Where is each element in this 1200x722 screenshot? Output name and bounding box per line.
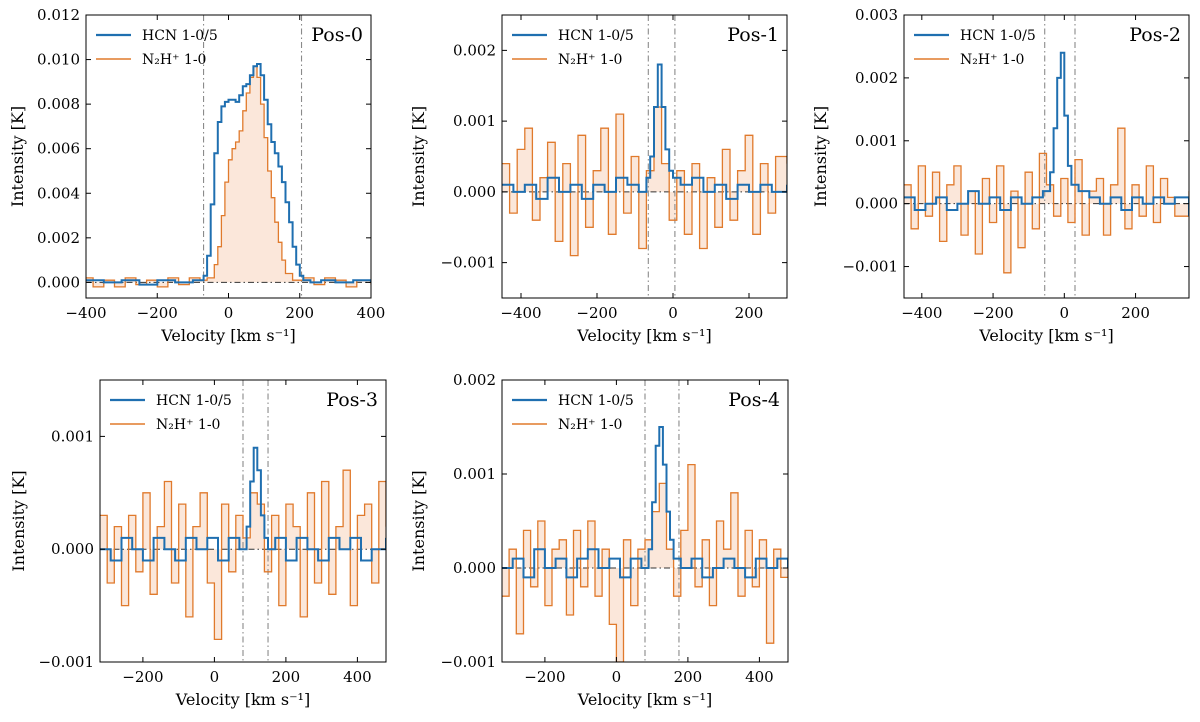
x-tick-label: 200 [285,304,314,322]
x-tick-label: −400 [65,304,106,322]
y-tick-label: 0.002 [453,41,496,59]
y-axis-label: Intensity [K] [8,106,27,207]
legend-label-n2h: N₂H⁺ 1-0 [558,417,622,433]
axes-frame [501,379,789,663]
legend-label-hcn: HCN 1-0/5 [142,28,218,44]
plot-area [100,380,386,662]
x-tick-label: 200 [272,668,301,686]
n2h-fill-area [502,107,787,256]
y-tick-label: 0.012 [37,6,80,24]
x-axis-label: Velocity [km s⁻¹] [175,690,310,709]
x-axis-label: Velocity [km s⁻¹] [577,690,712,709]
panel-1: −400 −200 0 200 −0.001 0.000 0.001 0.002 Velocit… [409,14,788,345]
legend-label-hcn: HCN 1-0/5 [558,393,634,409]
hcn-series-line [502,426,788,579]
x-tick-label: 400 [745,668,774,686]
x-tick-label: −200 [137,304,178,322]
y-tick-label: 0.003 [855,6,898,24]
legend-label-hcn: HCN 1-0/5 [960,28,1036,44]
panel-title: Pos-1 [727,24,779,46]
y-tick-label: 0.002 [855,69,898,87]
y-axis-label: Intensity [K] [409,470,428,571]
x-tick-label: −200 [972,304,1013,322]
x-tick-label: 0 [1060,304,1070,322]
hcn-series-line [904,51,1189,217]
y-tick-label: 0.001 [855,132,898,150]
x-tick-label: 400 [357,304,386,322]
y-axis-label: Intensity [K] [9,470,28,571]
y-tick-label: 0.000 [855,195,898,213]
x-tick-label: −200 [576,304,617,322]
plot-area [502,380,788,662]
n2h-fill-area [904,128,1189,273]
x-tick-label: 0 [224,304,234,322]
panel-3: −200 0 200 400 −0.001 0.000 0.001 Velocity [km … [9,379,387,709]
legend-label-n2h: N₂H⁺ 1-0 [960,52,1024,68]
y-tick-label: 0.006 [37,140,80,158]
n2h-series-line [502,463,788,662]
y-tick-label: 0.002 [37,229,80,247]
y-tick-label: −0.001 [38,653,94,671]
y-tick-label: −0.001 [842,258,898,276]
legend-label-n2h: N₂H⁺ 1-0 [156,417,220,433]
x-axis-label: Velocity [km s⁻¹] [978,326,1113,345]
x-axis-label: Velocity [km s⁻¹] [576,326,711,345]
x-tick-label: −200 [122,668,163,686]
x-tick-label: 0 [668,304,678,322]
y-tick-label: 0.004 [37,184,80,202]
panel-title: Pos-3 [326,389,378,411]
x-tick-label: −200 [524,668,565,686]
legend-label-n2h: N₂H⁺ 1-0 [142,52,206,68]
x-tick-label: −400 [901,304,942,322]
panel-0: −400 −200 0 200 400 0.000 0.002 0.004 0.006 0.008… [8,6,385,345]
x-tick-label: −400 [500,304,541,322]
y-tick-label: 0.001 [453,112,496,130]
y-tick-label: 0.001 [51,427,94,445]
hcn-series-line [100,446,386,562]
plot-area [904,15,1189,298]
legend-label-hcn: HCN 1-0/5 [156,393,232,409]
n2h-series-line [904,127,1189,274]
x-tick-label: 200 [1121,304,1150,322]
axes-frame [903,14,1190,299]
panel-4: −200 0 200 400 −0.001 0.000 0.001 0.002 Velocity… [409,371,789,709]
x-tick-label: 200 [735,304,764,322]
y-tick-label: 0.008 [37,95,80,113]
x-tick-label: 0 [210,668,220,686]
axes-frame [99,379,387,663]
y-tick-label: 0.000 [453,559,496,577]
x-tick-label: 400 [343,668,372,686]
x-axis-label: Velocity [km s⁻¹] [160,326,295,345]
legend-label-n2h: N₂H⁺ 1-0 [558,52,622,68]
hcn-series-line [86,63,371,286]
y-tick-label: 0.000 [453,183,496,201]
plot-area [86,15,371,298]
y-tick-label: 0.002 [453,371,496,389]
y-tick-label: 0.010 [37,51,80,69]
panel-title: Pos-0 [311,24,363,46]
x-tick-label: 200 [674,668,703,686]
axes-frame [501,14,788,299]
x-tick-label: 0 [612,668,622,686]
y-tick-label: 0.000 [37,273,80,291]
plot-area [502,15,787,298]
legend-label-hcn: HCN 1-0/5 [558,28,634,44]
y-tick-label: 0.000 [51,540,94,558]
y-tick-label: 0.001 [453,465,496,483]
panel-title: Pos-2 [1129,24,1181,46]
hcn-series-line [502,63,787,200]
panel-title: Pos-4 [728,389,780,411]
y-tick-label: −0.001 [440,254,496,272]
panel-2: −400 −200 0 200 −0.001 0.000 0.001 0.002 0.003 Ve… [811,6,1190,345]
y-tick-label: −0.001 [440,653,496,671]
n2h-series-line [100,469,386,641]
y-axis-label: Intensity [K] [409,106,428,207]
y-axis-label: Intensity [K] [811,106,830,207]
